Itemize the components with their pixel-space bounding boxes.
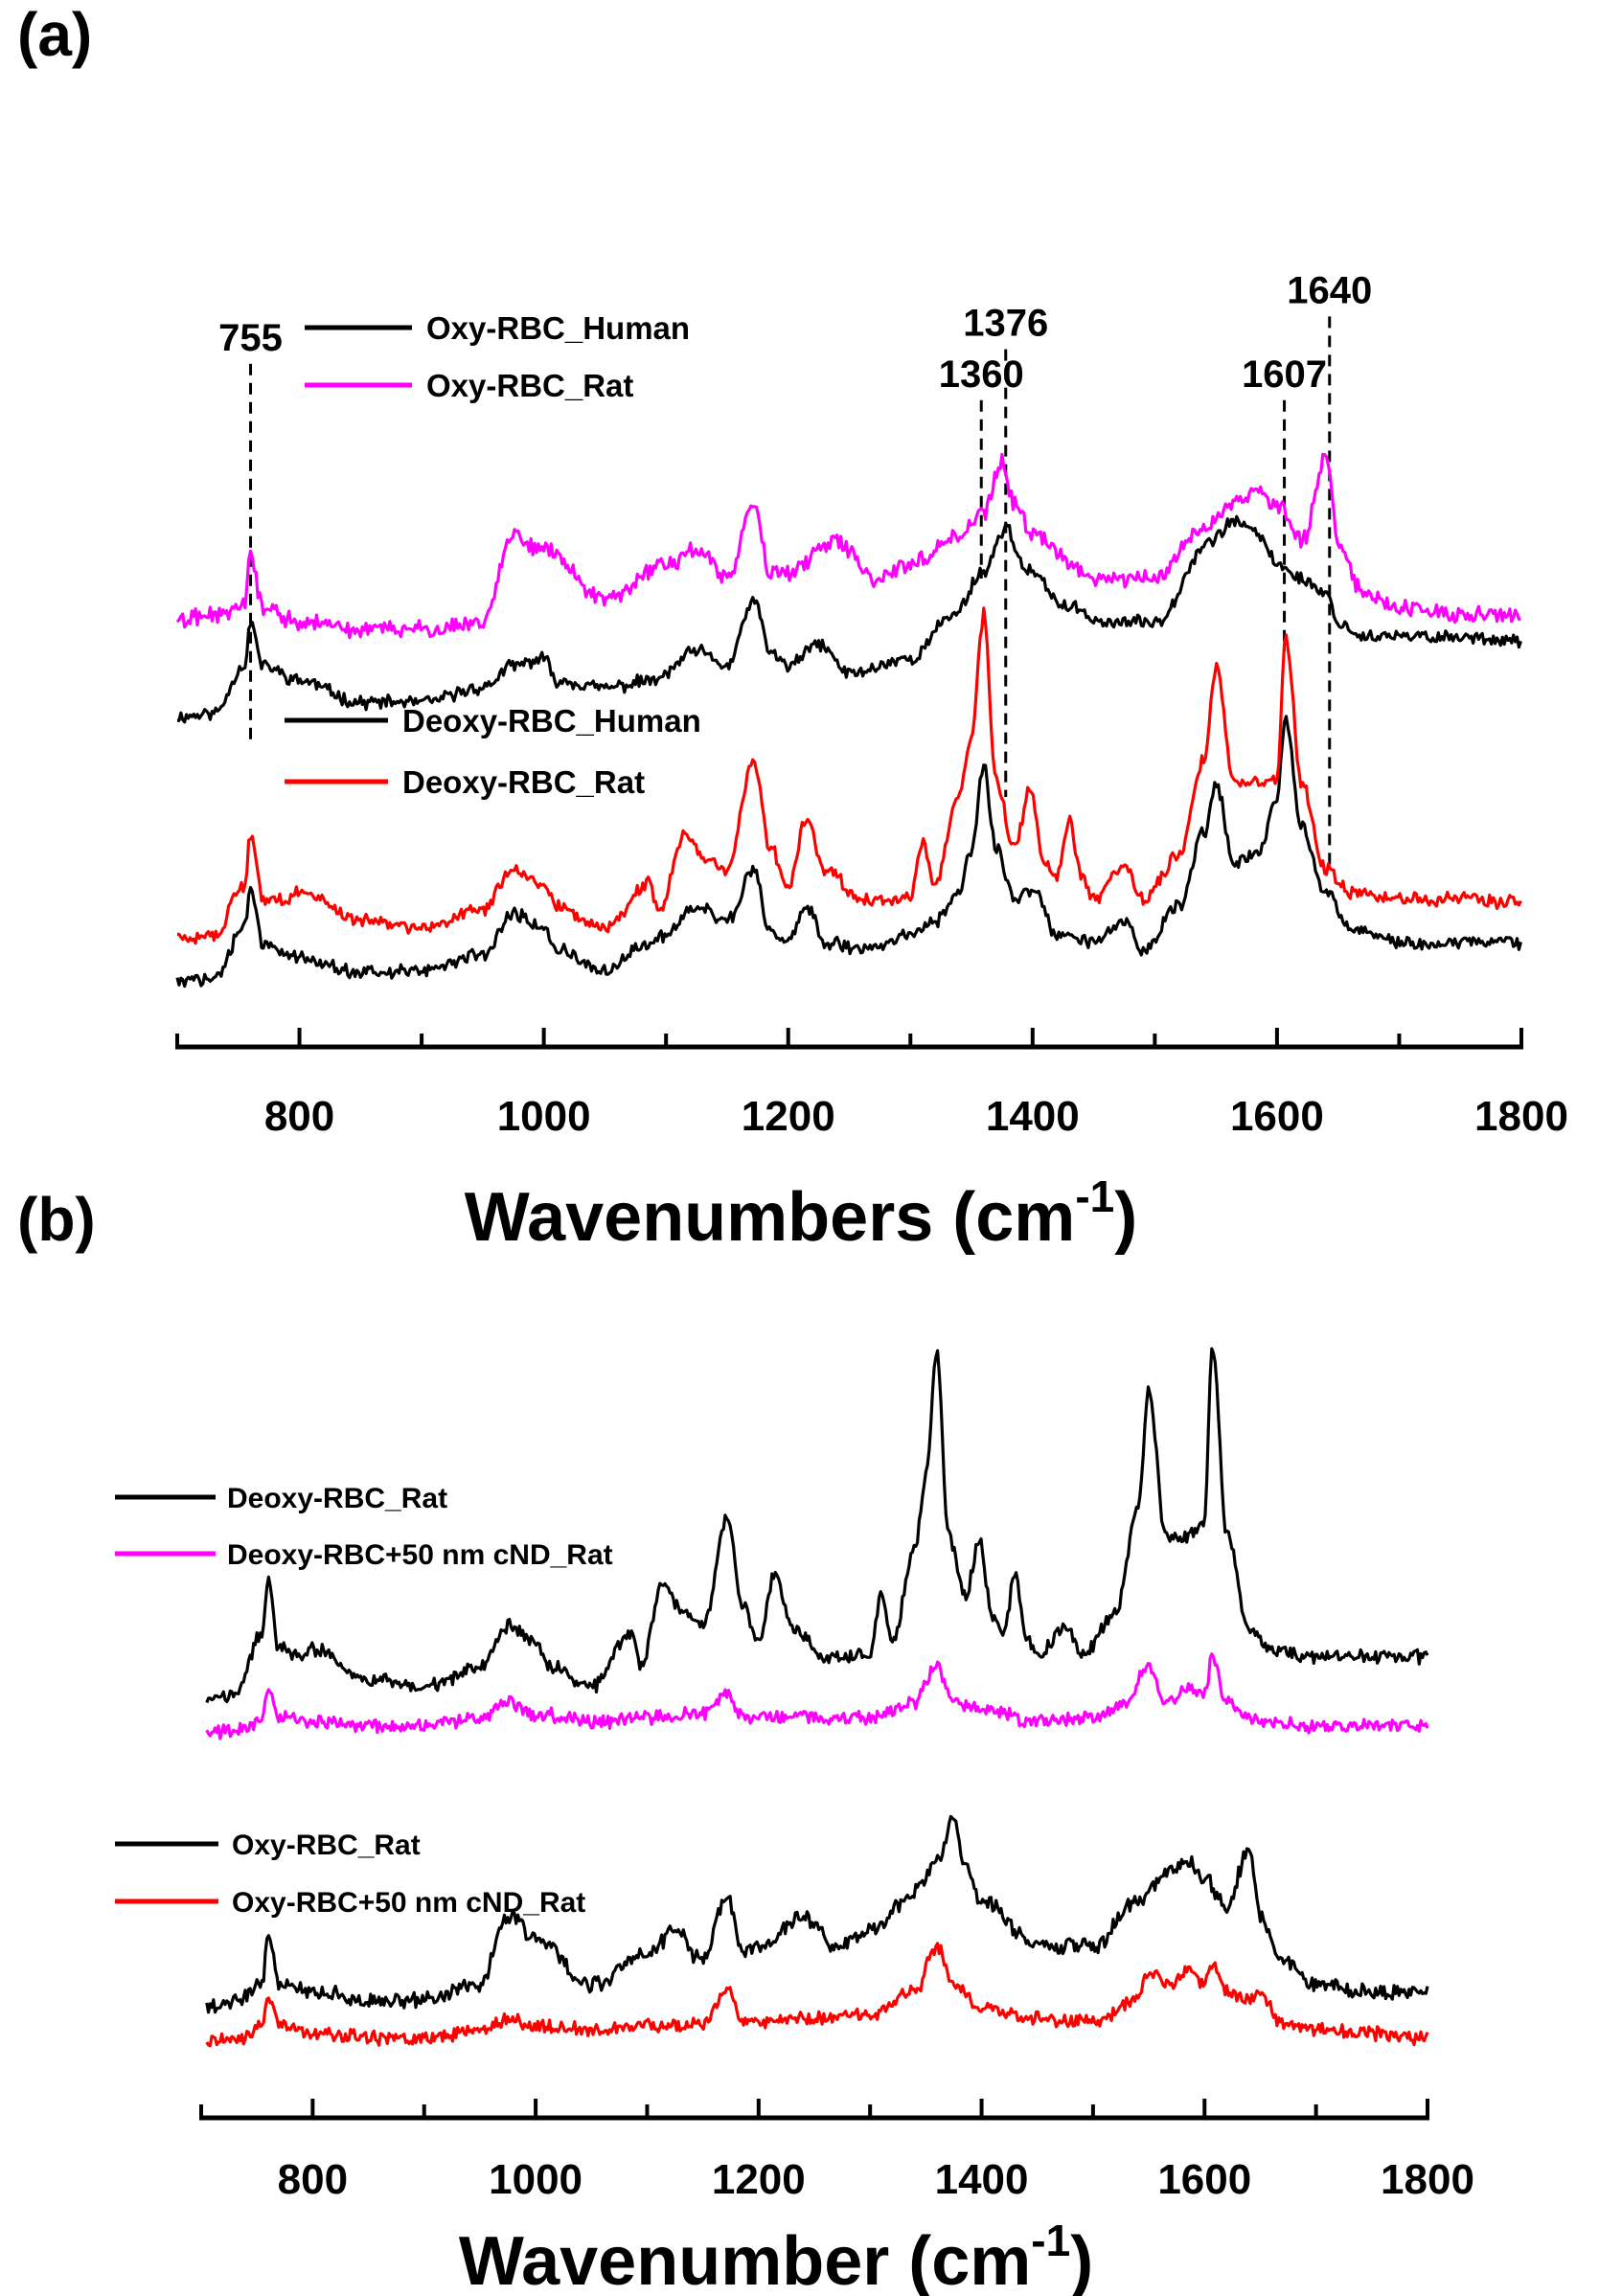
panel-b: (b) 800 1000 1200 1400 1600 1800 Wavenumber (… — [17, 1185, 1474, 2296]
peak-label-1376: 1376 — [963, 303, 1048, 345]
legend-label-deoxy-rat: Deoxy-RBC_Rat — [402, 764, 645, 800]
x-ticks-b: 800 1000 1200 1400 1600 1800 — [199, 2099, 1474, 2203]
x-tick-label-1400-a: 1400 — [986, 1093, 1080, 1140]
panel-b-label: (b) — [17, 1185, 96, 1254]
series-deoxy-rbc-human-a — [175, 715, 1522, 989]
legend-label-oxy-human: Oxy-RBC_Human — [426, 310, 690, 346]
series-oxy-rbc-rat-a — [175, 452, 1521, 640]
panel-a: (a) 755 1360 1376 1607 1640 800 1000 1200 1400 1… — [17, 0, 1568, 1256]
legend-b-deoxy: Deoxy-RBC_Rat Deoxy-RBC+50 nm cND_Rat — [115, 1483, 613, 1571]
legend-label-oxy-cnd: Oxy-RBC+50 nm cND_Rat — [232, 1887, 585, 1919]
series-oxy-rbc-50-nm-cnd-rat-b — [205, 1942, 1429, 2048]
peak-label-1360: 1360 — [939, 353, 1024, 396]
x-axis-title-a: Wavenumbers (cm-1) — [465, 1171, 1137, 1256]
series-deoxy-rbc-rat-b — [205, 1347, 1429, 1704]
legend-label-deoxy-rat-b: Deoxy-RBC_Rat — [227, 1483, 447, 1514]
x-tick-label-800-a: 800 — [264, 1093, 334, 1140]
legend-label-oxy-rat: Oxy-RBC_Rat — [426, 368, 633, 403]
x-tick-label-1600-a: 1600 — [1230, 1093, 1324, 1140]
x-tick-label-1000-a: 1000 — [497, 1093, 591, 1140]
x-tick-label-1400-b: 1400 — [935, 2156, 1029, 2203]
panel-a-label: (a) — [17, 0, 92, 69]
spectra-series-a — [175, 452, 1522, 989]
series-oxy-rbc-rat-b — [205, 1814, 1429, 2014]
series-deoxy-rbc-50-nm-cnd-rat-b — [205, 1652, 1429, 1740]
x-tick-label-1800-a: 1800 — [1474, 1093, 1568, 1140]
peak-label-1607: 1607 — [1242, 353, 1327, 396]
legend-label-oxy-rat-b: Oxy-RBC_Rat — [232, 1830, 421, 1861]
legend-label-deoxy-human: Deoxy-RBC_Human — [402, 703, 701, 739]
x-tick-label-1000-b: 1000 — [489, 2156, 582, 2203]
x-tick-label-1600-b: 1600 — [1157, 2156, 1251, 2203]
spectra-series-b — [205, 1347, 1429, 2048]
peak-label-755: 755 — [218, 317, 283, 359]
x-tick-label-800-b: 800 — [278, 2156, 348, 2203]
legend-b-oxy: Oxy-RBC_Rat Oxy-RBC+50 nm cND_Rat — [115, 1830, 585, 1919]
peak-annotations: 755 1360 1376 1607 1640 — [218, 269, 1372, 867]
x-tick-label-1200-b: 1200 — [712, 2156, 806, 2203]
x-axis-title-b: Wavenumber (cm-1) — [459, 2216, 1093, 2296]
legend-label-deoxy-cnd: Deoxy-RBC+50 nm cND_Rat — [227, 1539, 613, 1571]
peak-label-1640: 1640 — [1287, 269, 1372, 311]
legend-a-oxy: Oxy-RBC_Human Oxy-RBC_Rat — [305, 310, 690, 403]
x-tick-label-1200-a: 1200 — [742, 1093, 835, 1140]
series-deoxy-rbc-rat-a — [177, 606, 1522, 945]
x-tick-label-1800-b: 1800 — [1381, 2156, 1474, 2203]
series-oxy-rbc-human-a — [176, 514, 1522, 724]
x-ticks-a: 800 1000 1200 1400 1600 1800 — [175, 1028, 1568, 1140]
legend-a-deoxy: Deoxy-RBC_Human Deoxy-RBC_Rat — [285, 703, 701, 800]
